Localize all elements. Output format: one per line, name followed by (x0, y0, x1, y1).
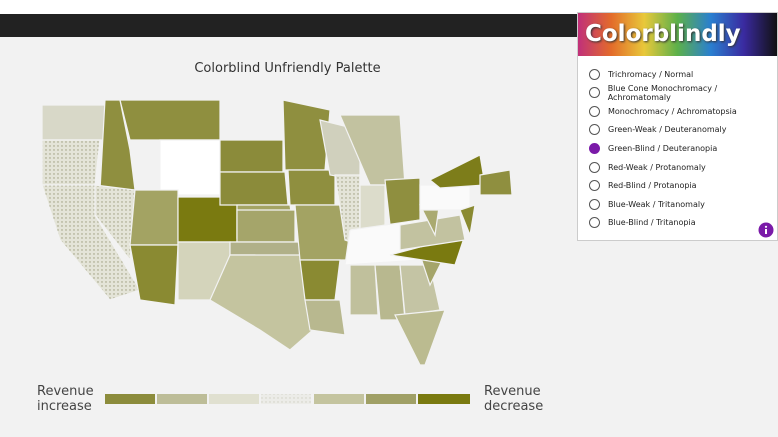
legend-swatches (105, 394, 470, 404)
option-label: Blue-Blind / Tritanopia (608, 218, 696, 228)
extension-title: Colorblindly (578, 13, 777, 56)
option-label: Green-Weak / Deuteranomaly (608, 125, 727, 135)
radio[interactable] (589, 124, 600, 136)
option-label: Blue-Weak / Tritanomaly (608, 199, 705, 209)
radio[interactable] (589, 87, 600, 99)
extension-popup: Colorblindly Trichromacy / Normal Blue Co… (577, 12, 778, 241)
legend-label: Revenue decrease (484, 384, 544, 414)
info-button[interactable] (758, 222, 774, 238)
option-label: Red-Weak / Protanomaly (608, 162, 706, 172)
option[interactable]: Blue-Blind / Tritanopia (589, 214, 696, 232)
option[interactable]: Trichromacy / Normal (589, 65, 693, 83)
option[interactable]: Blue-Weak / Tritanomaly (589, 195, 705, 213)
browser-toolbar (0, 0, 778, 14)
legend-label: Revenue increase (37, 384, 94, 414)
option[interactable]: Green-Blind / Deuteranopia (589, 139, 717, 157)
radio[interactable] (589, 105, 600, 117)
option[interactable]: Monochromacy / Achromatopsia (589, 102, 737, 120)
radio[interactable] (589, 217, 600, 229)
option-label: Monochromacy / Achromatopsia (608, 106, 737, 116)
option-label: Red-Blind / Protanopia (608, 181, 697, 191)
radio[interactable] (589, 142, 600, 154)
option[interactable]: Green-Weak / Deuteranomaly (589, 121, 727, 139)
radio[interactable] (589, 180, 600, 192)
option-label: Trichromacy / Normal (608, 69, 694, 79)
radio[interactable] (589, 68, 600, 80)
option[interactable]: Red-Weak / Protanomaly (589, 158, 706, 176)
option[interactable]: Blue Cone Monochromacy / Achromatomaly (589, 84, 777, 102)
radio[interactable] (589, 198, 600, 210)
chart-title: Colorblind Unfriendly Palette (194, 61, 381, 76)
option-label: Green-Blind / Deuteranopia (608, 143, 718, 153)
option-label: Blue Cone Monochromacy / Achromatomaly (607, 83, 718, 102)
radio[interactable] (589, 161, 600, 173)
option[interactable]: Red-Blind / Protanopia (589, 177, 697, 195)
states (41, 99, 513, 366)
